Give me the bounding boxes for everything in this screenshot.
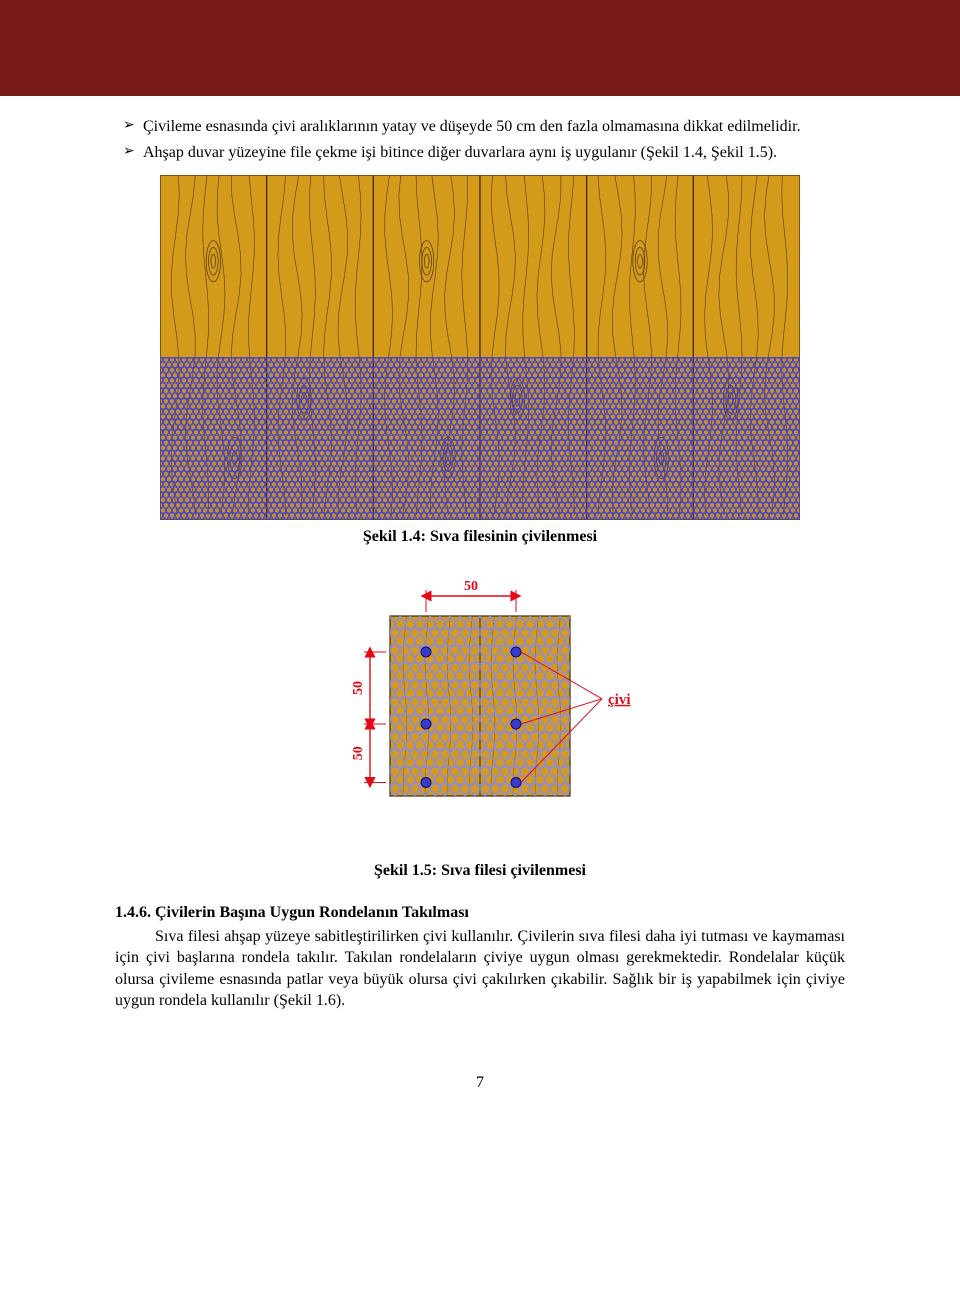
figure-nailing-detail: 50 50 50 çivi <box>325 568 635 855</box>
figure-wood-mesh <box>160 175 800 520</box>
chevron-right-icon: ➢ <box>115 142 143 162</box>
bullet-text: Ahşap duvar yüzeyine file çekme işi biti… <box>143 142 845 164</box>
figure-caption: Şekil 1.5: Sıva filesi çivilenmesi <box>115 860 845 882</box>
figure-2-svg: 50 50 50 çivi <box>325 568 635 848</box>
svg-text:50: 50 <box>464 579 478 594</box>
bullet-text: Çivileme esnasında çivi aralıklarının ya… <box>143 116 845 138</box>
section-heading: 1.4.6. Çivilerin Başına Uygun Rondelanın… <box>115 902 845 924</box>
list-item: ➢ Ahşap duvar yüzeyine file çekme işi bi… <box>115 142 845 164</box>
page-number: 7 <box>115 1072 845 1094</box>
svg-text:çivi: çivi <box>608 692 631 708</box>
svg-text:50: 50 <box>351 681 366 695</box>
chevron-right-icon: ➢ <box>115 116 143 136</box>
svg-text:50: 50 <box>351 746 366 760</box>
body-paragraph: Sıva filesi ahşap yüzeye sabitleştirilir… <box>115 926 845 1012</box>
page-header <box>0 0 960 96</box>
document-content: ➢ Çivileme esnasında çivi aralıklarının … <box>0 96 960 1134</box>
list-item: ➢ Çivileme esnasında çivi aralıklarının … <box>115 116 845 138</box>
figure-caption: Şekil 1.4: Sıva filesinin çivilenmesi <box>115 526 845 548</box>
bullet-list: ➢ Çivileme esnasında çivi aralıklarının … <box>115 116 845 163</box>
figure-1-svg <box>160 175 800 520</box>
